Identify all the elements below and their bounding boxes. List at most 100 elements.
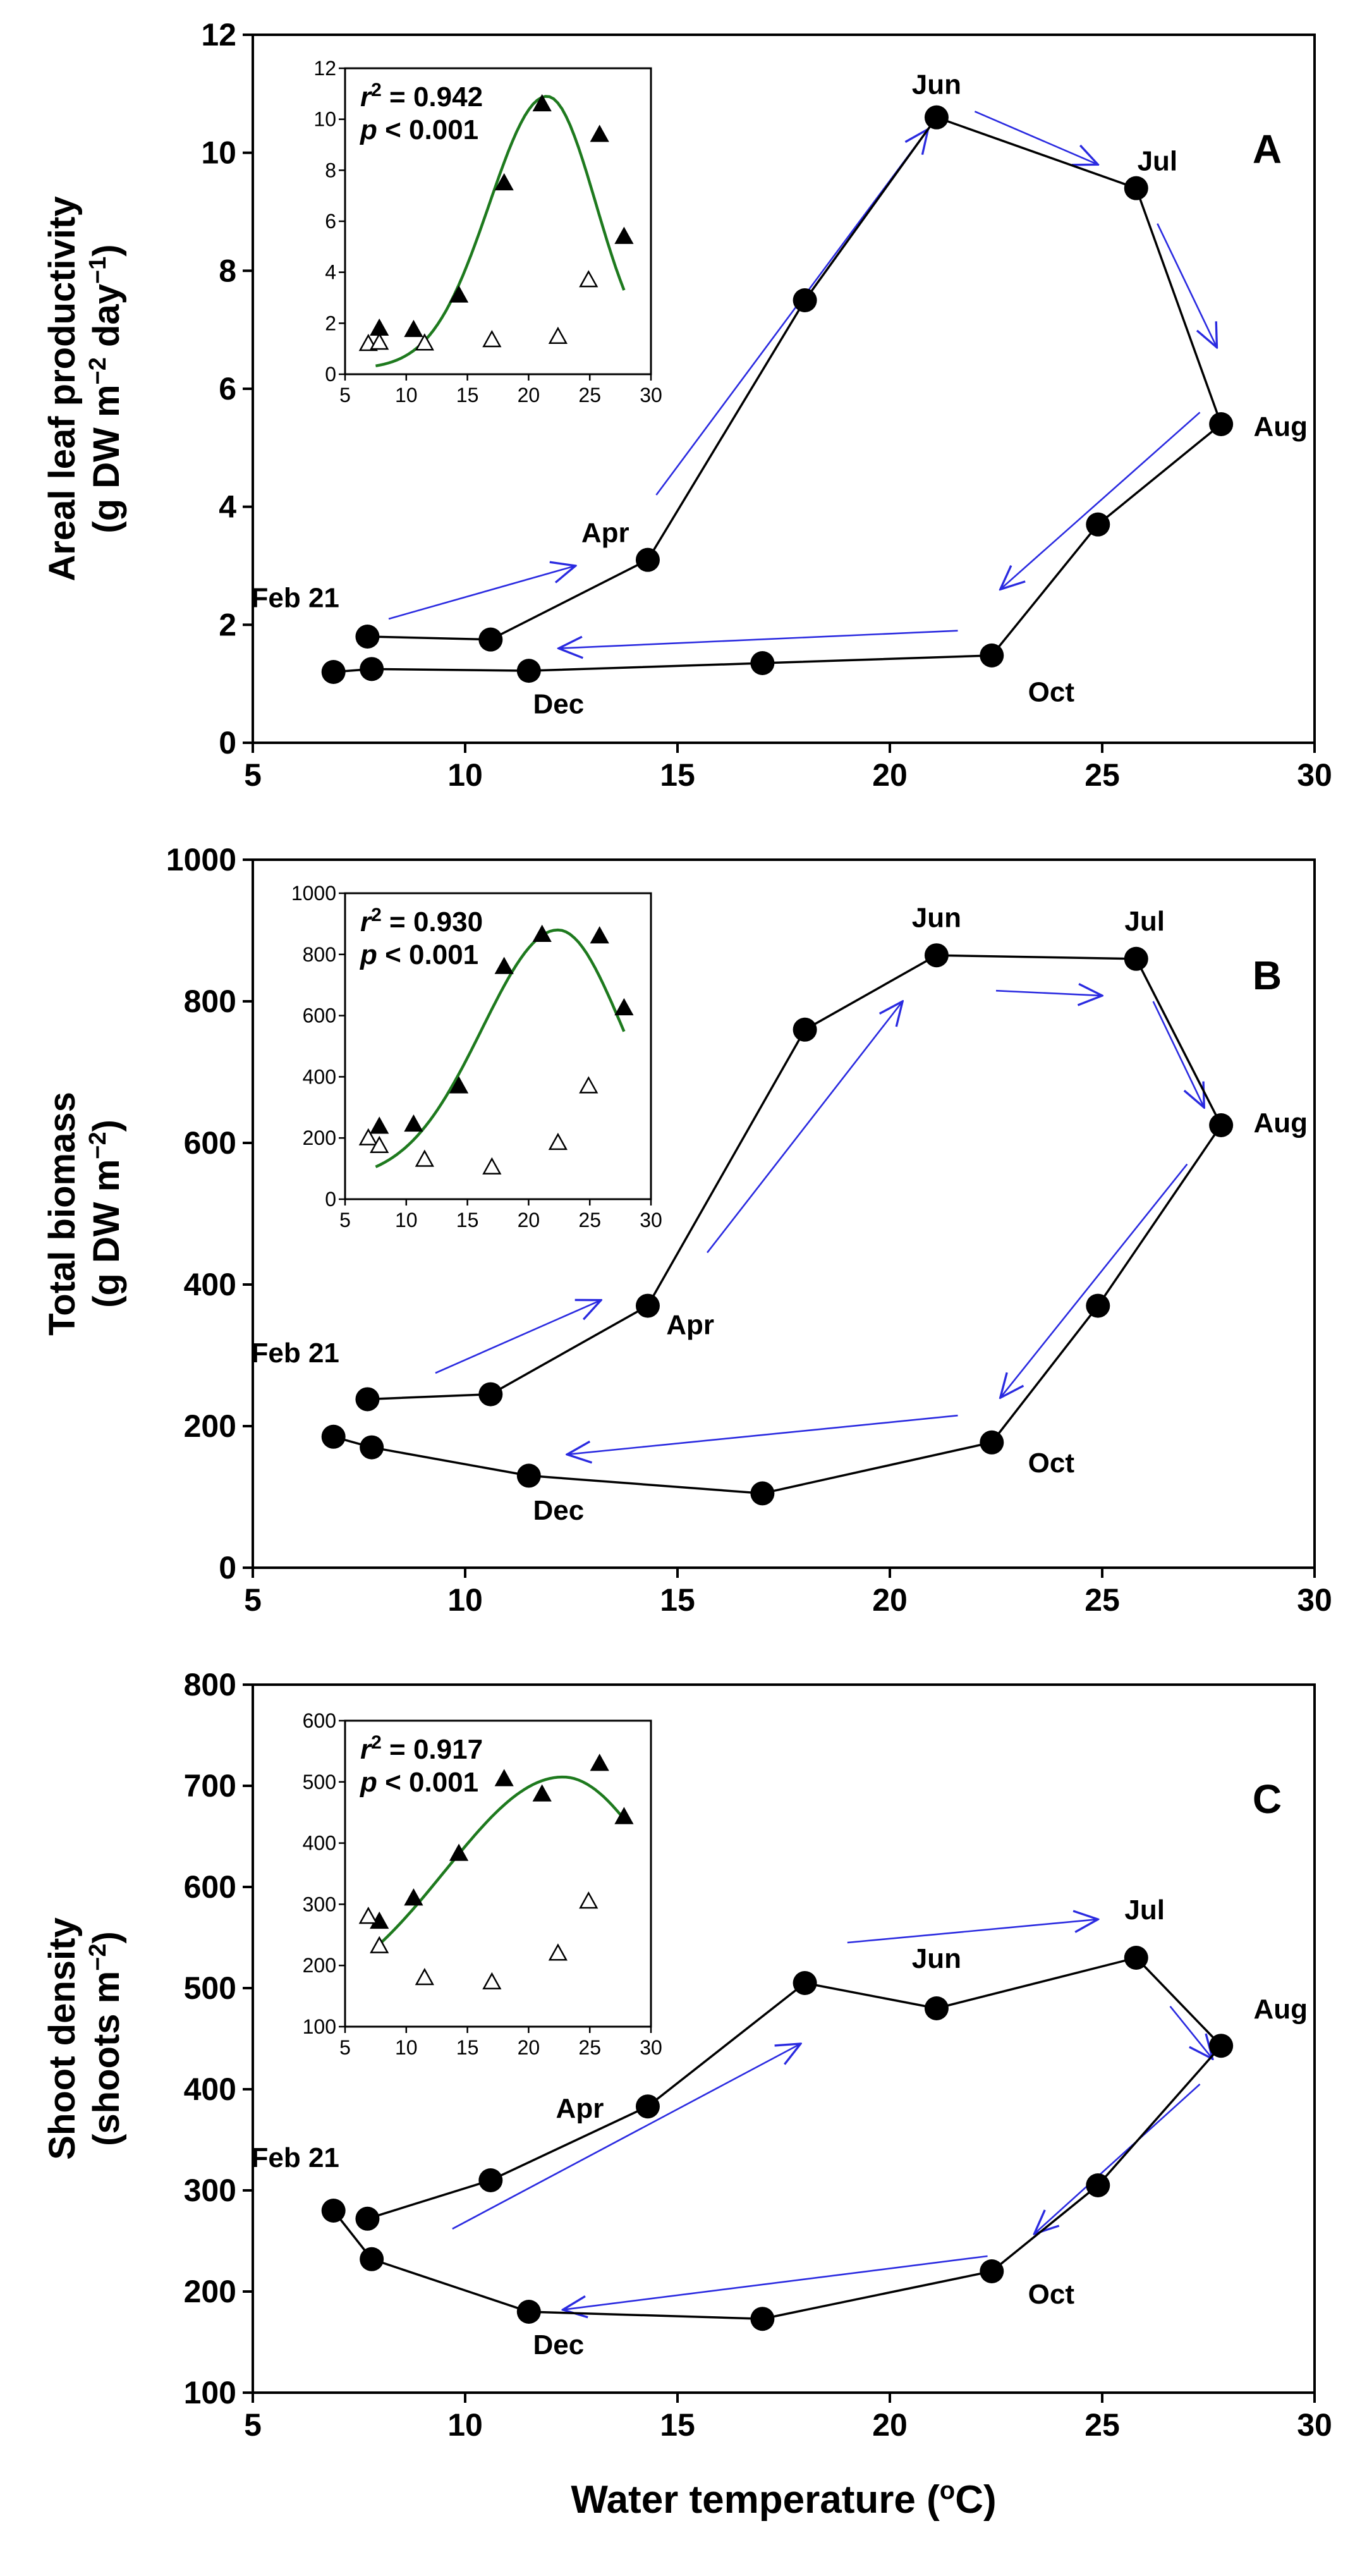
inset-open-triangle	[482, 329, 502, 348]
p-value-label: p < 0.001	[360, 1767, 478, 1798]
inset-y-tick-label: 800	[303, 943, 336, 966]
inset-plot: 0 200 400 600 800 1000 5 10 15 20 25 30 r2 = 0.930p …	[291, 882, 662, 1231]
month-label: Dec	[533, 2329, 584, 2360]
inset-y-tick-label: 200	[303, 1954, 336, 1977]
month-label: Jul	[1138, 146, 1178, 177]
panel-letter: A	[1253, 126, 1282, 172]
data-point	[516, 659, 541, 683]
inset-x-tick-label: 5	[339, 384, 351, 406]
inset-y-tick-label: 12	[313, 57, 336, 80]
x-tick-label: 30	[1297, 2407, 1332, 2443]
y-tick-label: 600	[184, 1125, 236, 1161]
inset-x-tick-label: 10	[395, 384, 418, 406]
inset-filled-triangle	[590, 926, 609, 944]
season-arrow	[1152, 1001, 1205, 1108]
data-point	[1124, 1946, 1148, 1970]
month-label: Jun	[912, 69, 961, 100]
panel-letter: B	[1253, 953, 1282, 998]
y-tick-label: 1000	[166, 842, 236, 877]
x-tick-label: 30	[1297, 757, 1332, 793]
x-tick-label: 15	[660, 757, 695, 793]
y-axis-label-line2: (g DW m−2 day−1)	[85, 244, 127, 533]
y-axis-label-line2: (shoots m−2)	[85, 1931, 127, 2146]
data-point	[478, 1382, 503, 1407]
inset-open-triangle	[358, 1128, 378, 1145]
inset-y-tick-label: 100	[303, 2015, 336, 2038]
inset-filled-triangle	[404, 319, 423, 338]
inset-x-tick-label: 15	[456, 384, 479, 406]
inset-filled-triangle	[494, 1769, 514, 1786]
data-point	[360, 657, 384, 681]
inset-filled-triangle	[449, 285, 469, 303]
y-tick-label: 8	[219, 253, 236, 288]
y-tick-label: 400	[184, 2072, 236, 2107]
inset-x-tick-label: 10	[395, 2036, 418, 2059]
inset-open-triangle	[370, 333, 389, 350]
inset-filled-triangle	[532, 924, 552, 942]
season-arrow	[452, 2044, 801, 2230]
data-point	[478, 2168, 503, 2192]
data-point	[355, 2206, 380, 2231]
y-tick-label: 6	[219, 371, 236, 406]
data-point	[516, 2300, 541, 2324]
inset-plot: 100 200 300 400 500 600 5 10 15 20 25 30 r2 = 0.917p…	[303, 1709, 662, 2059]
month-label: Apr	[666, 1309, 714, 1340]
fit-curve	[375, 928, 626, 1168]
x-tick-label: 25	[1085, 757, 1120, 793]
y-axis-label-line2: (g DW m−2)	[85, 1120, 127, 1308]
inset-x-tick-label: 25	[578, 384, 601, 406]
inset-x-tick-label: 15	[456, 1209, 479, 1231]
panel-letter: C	[1253, 1776, 1282, 1822]
inset-x-tick-label: 30	[640, 1209, 662, 1231]
y-tick-label: 0	[219, 1550, 236, 1585]
inset-filled-triangle	[532, 94, 552, 112]
data-point	[1086, 2173, 1110, 2197]
month-label: Feb 21	[252, 1338, 339, 1369]
inset-y-tick-label: 600	[303, 1004, 336, 1027]
plot-frame	[252, 1683, 1316, 2394]
inset-y-tick-label: 10	[313, 108, 336, 131]
season-arrow	[1157, 223, 1217, 348]
data-point	[355, 625, 380, 649]
month-label: Oct	[1028, 1448, 1075, 1479]
data-point	[980, 643, 1004, 668]
data-point	[355, 1387, 380, 1412]
x-tick-label: 10	[447, 757, 483, 793]
y-tick-label: 300	[184, 2173, 236, 2208]
month-label: Feb 21	[252, 582, 339, 613]
y-axis-label: Areal leaf productivity (g DW m−2 day−1)	[42, 196, 127, 581]
inset-open-triangle	[482, 1972, 502, 1989]
y-axis-label: Shoot density (shoots m−2)	[42, 1917, 127, 2159]
season-arrow	[1000, 1163, 1188, 1398]
inset-filled-triangle	[449, 1076, 469, 1094]
data-point	[750, 1481, 775, 1506]
inset-y-tick-label: 0	[325, 1188, 336, 1211]
x-tick-label: 10	[447, 1582, 483, 1618]
y-tick-label: 800	[184, 1667, 236, 1702]
inset-filled-triangle	[449, 1843, 469, 1861]
season-arrow	[559, 630, 958, 649]
data-point	[750, 2307, 775, 2331]
data-point	[635, 547, 660, 572]
x-tick-label: 20	[872, 1582, 908, 1618]
inset-open-triangle	[548, 1132, 568, 1151]
data-point	[924, 943, 949, 968]
inset-y-tick-label: 2	[325, 312, 336, 334]
inset-open-triangle	[482, 1157, 502, 1175]
month-label: Apr	[581, 518, 629, 549]
y-tick-label: 200	[184, 2274, 236, 2309]
x-tick-label: 15	[660, 1582, 695, 1618]
x-axis-label: Water temperature (oC)	[571, 2477, 996, 2522]
inset-filled-triangle	[532, 1784, 552, 1802]
data-point	[516, 1463, 541, 1488]
x-tick-label: 5	[244, 1582, 262, 1618]
inset-y-tick-label: 500	[303, 1771, 336, 1793]
data-point	[750, 651, 775, 675]
data-point	[924, 105, 949, 130]
season-arrow	[1169, 2005, 1213, 2059]
inset-y-tick-label: 200	[303, 1126, 336, 1149]
x-tick-label: 25	[1085, 1582, 1120, 1618]
